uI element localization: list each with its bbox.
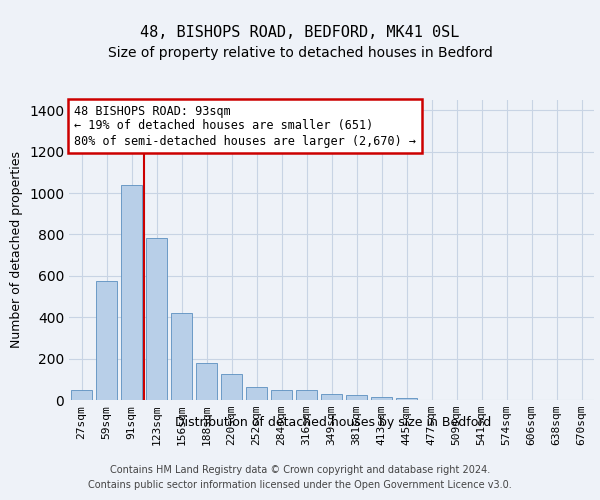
Bar — [146, 238, 167, 400]
Text: Contains public sector information licensed under the Open Government Licence v3: Contains public sector information licen… — [88, 480, 512, 490]
Bar — [221, 374, 242, 400]
Bar — [371, 397, 392, 400]
Bar — [96, 281, 117, 400]
Bar — [71, 390, 92, 400]
Bar — [196, 363, 217, 400]
Bar — [121, 185, 142, 400]
Bar — [246, 386, 267, 400]
Bar — [171, 313, 192, 400]
Text: 48 BISHOPS ROAD: 93sqm
← 19% of detached houses are smaller (651)
80% of semi-de: 48 BISHOPS ROAD: 93sqm ← 19% of detached… — [74, 104, 416, 148]
Bar — [271, 390, 292, 400]
Bar — [321, 394, 342, 400]
Bar — [346, 395, 367, 400]
Text: 48, BISHOPS ROAD, BEDFORD, MK41 0SL: 48, BISHOPS ROAD, BEDFORD, MK41 0SL — [140, 25, 460, 40]
Text: Contains HM Land Registry data © Crown copyright and database right 2024.: Contains HM Land Registry data © Crown c… — [110, 465, 490, 475]
Bar — [296, 390, 317, 400]
Bar — [396, 398, 417, 400]
Text: Distribution of detached houses by size in Bedford: Distribution of detached houses by size … — [175, 416, 491, 429]
Text: Size of property relative to detached houses in Bedford: Size of property relative to detached ho… — [107, 46, 493, 60]
Y-axis label: Number of detached properties: Number of detached properties — [10, 152, 23, 348]
